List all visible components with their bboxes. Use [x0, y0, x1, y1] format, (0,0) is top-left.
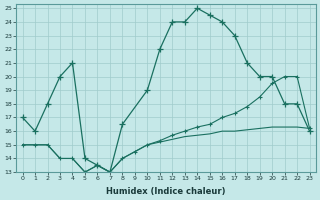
X-axis label: Humidex (Indice chaleur): Humidex (Indice chaleur)	[106, 187, 226, 196]
